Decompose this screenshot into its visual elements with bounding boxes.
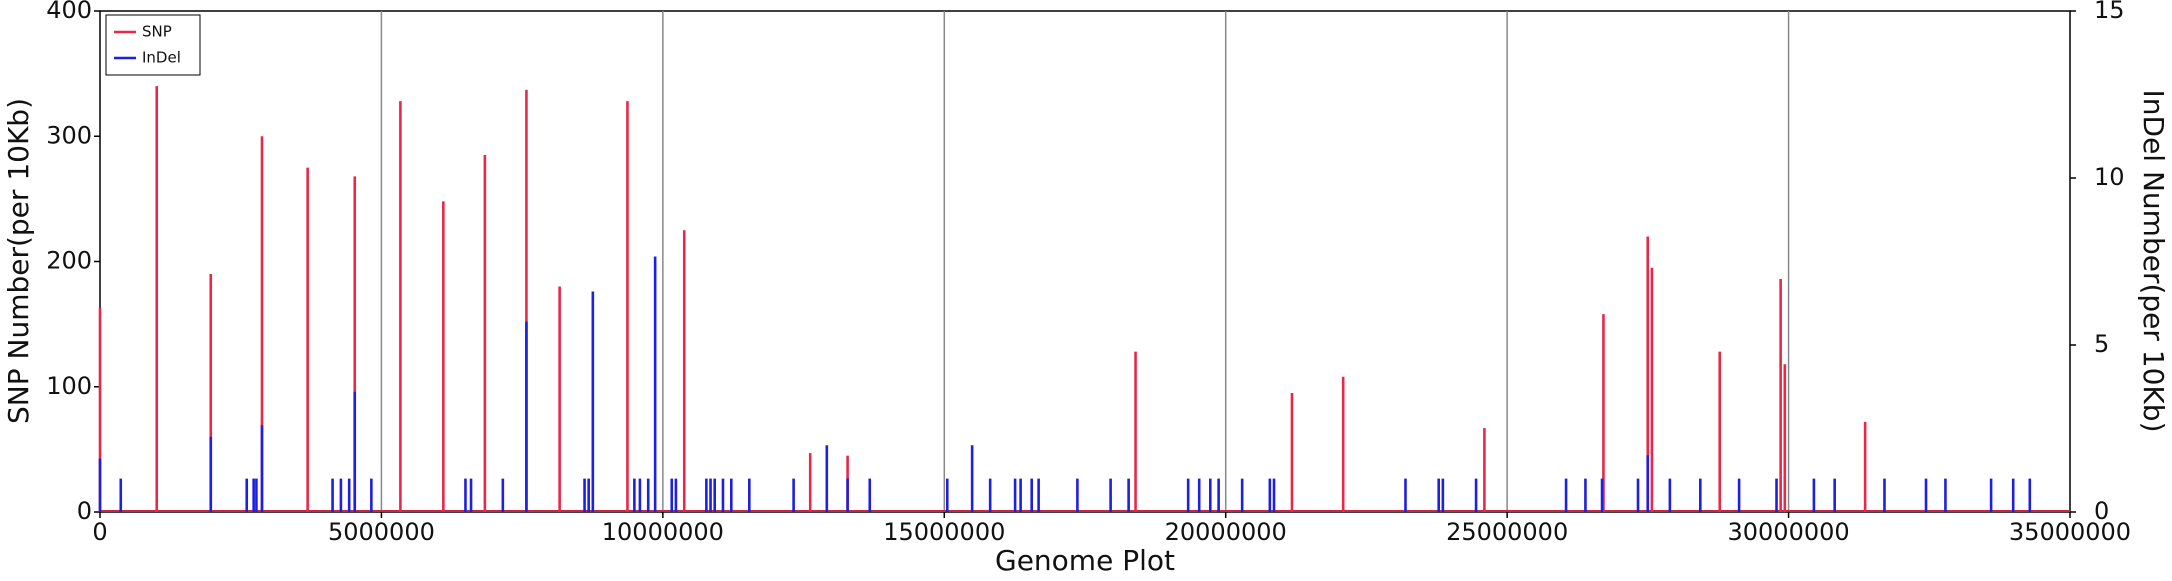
y2-tick-label: 0 (2094, 497, 2109, 525)
x-tick-label: 0 (92, 518, 107, 546)
x-tick-label: 15000000 (883, 518, 1005, 546)
y-axis-title: SNP Number(per 10Kb) (2, 98, 35, 424)
y2-tick-label: 10 (2094, 163, 2125, 191)
plot-frame (99, 10, 2071, 513)
x-axis-title: Genome Plot (995, 544, 1175, 577)
y2-tick-label: 15 (2094, 0, 2125, 24)
y-tick-label: 200 (46, 247, 92, 275)
x-tick-label: 20000000 (1165, 518, 1287, 546)
y-tick-label: 0 (77, 497, 92, 525)
y-tick-label: 300 (46, 121, 92, 149)
legend-box (105, 14, 201, 76)
legend-label: SNP (142, 23, 172, 41)
x-tick-label: 10000000 (602, 518, 724, 546)
y2-axis-title: InDel Number(per 10Kb) (2137, 90, 2170, 433)
y-tick-label: 400 (46, 0, 92, 24)
legend-label: InDel (142, 49, 181, 67)
y2-tick-label: 5 (2094, 330, 2109, 358)
x-tick-label: 25000000 (1446, 518, 1568, 546)
x-tick-label: 5000000 (328, 518, 435, 546)
x-tick-label: 35000000 (2009, 518, 2131, 546)
y-tick-label: 100 (46, 372, 92, 400)
x-tick-label: 30000000 (1727, 518, 1849, 546)
